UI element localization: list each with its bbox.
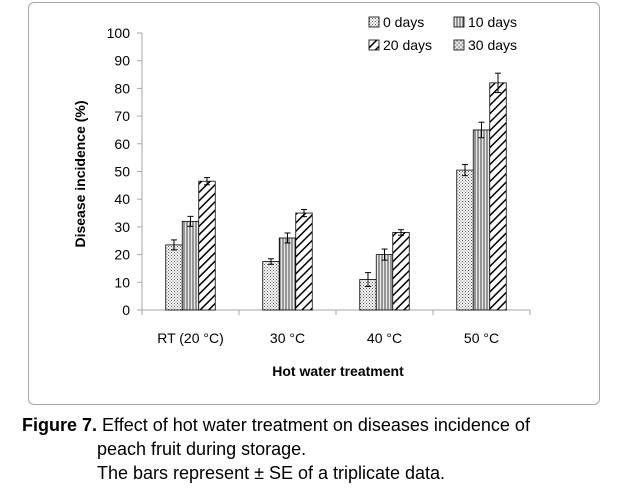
- y-tick-label: 40: [114, 191, 130, 207]
- legend: 0 days 10 days 20 days 30 days: [368, 14, 517, 53]
- y-tick-label: 60: [114, 136, 130, 152]
- bar-20-days: [198, 180, 216, 311]
- y-axis-title: Disease incidence (%): [72, 100, 88, 247]
- y-tick-label: 0: [122, 302, 130, 318]
- x-tick-label: 30 °C: [270, 330, 305, 346]
- bar-20-days: [295, 212, 313, 311]
- y-tick-label: 30: [114, 219, 130, 235]
- y-tick-label: 50: [114, 164, 130, 180]
- y-tick-label: 20: [114, 247, 130, 263]
- chart: 0 10 20 30 40 50 60 70 80 90 100 RT (20 °C) 30 °C 40…: [72, 14, 531, 379]
- caption-text: Effect of hot water treatment on disease…: [102, 415, 530, 435]
- figure-caption: Figure 7. Effect of hot water treatment …: [22, 413, 612, 485]
- legend-swatch: [453, 39, 465, 51]
- x-tick-label: RT (20 °C): [157, 330, 224, 346]
- y-tick-label: 80: [114, 80, 130, 96]
- y-tick-label: 10: [114, 274, 130, 290]
- legend-label: 30 days: [468, 37, 517, 53]
- caption-line-3: The bars represent ± SE of a triplicate …: [97, 463, 446, 483]
- x-axis-title: Hot water treatment: [272, 363, 404, 379]
- x-tick-label: 50 °C: [464, 330, 499, 346]
- bar-0-days: [262, 261, 280, 311]
- bar-10-days: [181, 220, 200, 311]
- bar-0-days: [456, 169, 474, 311]
- y-tick-label: 90: [114, 53, 130, 69]
- x-axis: RT (20 °C) 30 °C 40 °C 50 °C: [141, 309, 531, 346]
- caption-label: Figure 7.: [22, 415, 98, 435]
- bar-10-days: [278, 237, 297, 311]
- legend-swatch: [368, 16, 380, 28]
- bar-20-days: [392, 232, 410, 311]
- legend-label: 20 days: [383, 37, 432, 53]
- legend-swatch: [368, 39, 380, 51]
- y-tick-label: 70: [114, 108, 130, 124]
- caption-line-2: peach fruit during storage.: [97, 439, 307, 459]
- legend-swatch: [453, 16, 465, 28]
- legend-label: 10 days: [468, 14, 517, 30]
- bar-10-days: [472, 129, 491, 311]
- bar-20-days: [489, 82, 507, 311]
- x-tick-label: 40 °C: [367, 330, 402, 346]
- y-axis: 0 10 20 30 40 50 60 70 80 90 100: [107, 25, 143, 318]
- bar-0-days: [165, 244, 183, 311]
- bar-10-days: [375, 254, 394, 311]
- legend-label: 0 days: [383, 14, 424, 30]
- y-tick-label: 100: [107, 25, 131, 41]
